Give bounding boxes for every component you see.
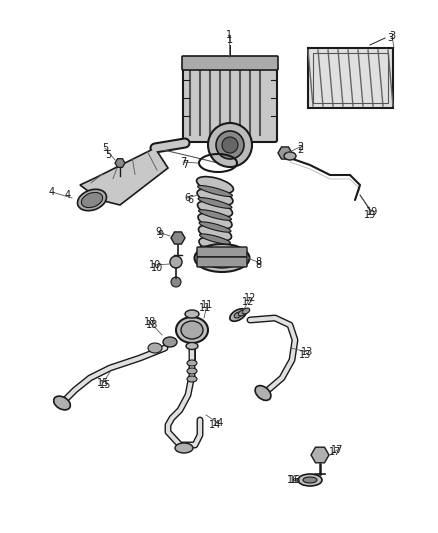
Text: 6: 6	[187, 195, 193, 205]
FancyBboxPatch shape	[182, 56, 278, 70]
Ellipse shape	[163, 337, 177, 347]
Ellipse shape	[234, 312, 242, 318]
Ellipse shape	[197, 189, 233, 205]
Text: 8: 8	[255, 260, 261, 270]
Text: 3: 3	[389, 31, 395, 41]
Ellipse shape	[200, 234, 230, 244]
Text: 1: 1	[227, 35, 233, 45]
Text: 11: 11	[201, 300, 213, 310]
Ellipse shape	[199, 237, 231, 253]
Ellipse shape	[230, 309, 246, 321]
Polygon shape	[80, 148, 168, 205]
Polygon shape	[115, 159, 125, 167]
Ellipse shape	[81, 192, 102, 207]
Ellipse shape	[181, 321, 203, 339]
Text: 15: 15	[99, 380, 111, 390]
FancyBboxPatch shape	[183, 63, 277, 142]
Text: 4: 4	[49, 187, 55, 197]
Text: 13: 13	[299, 350, 311, 360]
Text: 4: 4	[65, 190, 71, 200]
Circle shape	[208, 123, 252, 167]
Text: 8: 8	[255, 257, 261, 267]
Text: 18: 18	[146, 320, 158, 330]
Text: 16: 16	[287, 475, 299, 485]
Ellipse shape	[242, 308, 250, 314]
Text: 13: 13	[301, 347, 313, 357]
Text: 2: 2	[297, 145, 303, 155]
Ellipse shape	[238, 310, 246, 316]
Ellipse shape	[176, 317, 208, 343]
Text: 5: 5	[102, 143, 108, 153]
Polygon shape	[171, 232, 185, 244]
Text: 18: 18	[144, 317, 156, 327]
Text: 2: 2	[297, 142, 303, 152]
Ellipse shape	[198, 201, 233, 217]
Text: 17: 17	[331, 445, 343, 455]
Ellipse shape	[284, 152, 296, 160]
Ellipse shape	[187, 360, 197, 366]
Ellipse shape	[175, 443, 193, 453]
Ellipse shape	[199, 249, 230, 265]
Text: 9: 9	[155, 227, 161, 237]
Ellipse shape	[198, 213, 232, 229]
Ellipse shape	[200, 246, 230, 256]
Text: 12: 12	[242, 297, 254, 307]
Text: 5: 5	[105, 150, 111, 160]
Circle shape	[222, 137, 238, 153]
Ellipse shape	[187, 376, 197, 382]
Text: 6: 6	[184, 193, 190, 203]
Text: 7: 7	[182, 160, 188, 170]
Ellipse shape	[199, 222, 231, 232]
Ellipse shape	[78, 189, 106, 211]
Text: 19: 19	[364, 210, 376, 220]
FancyBboxPatch shape	[197, 247, 247, 257]
Text: 3: 3	[387, 33, 393, 43]
Polygon shape	[278, 147, 292, 159]
Ellipse shape	[198, 209, 231, 220]
Ellipse shape	[185, 310, 199, 318]
Ellipse shape	[198, 185, 233, 197]
Text: 10: 10	[151, 263, 163, 273]
Text: 12: 12	[244, 293, 256, 303]
Ellipse shape	[148, 343, 162, 353]
Ellipse shape	[298, 474, 322, 486]
FancyBboxPatch shape	[308, 48, 393, 108]
Ellipse shape	[198, 198, 232, 208]
Circle shape	[171, 277, 181, 287]
Circle shape	[216, 131, 244, 159]
Text: 15: 15	[97, 378, 109, 388]
Ellipse shape	[255, 385, 271, 400]
Ellipse shape	[187, 368, 197, 374]
Ellipse shape	[198, 225, 232, 241]
Text: 17: 17	[329, 447, 341, 457]
Text: 9: 9	[157, 230, 163, 240]
FancyBboxPatch shape	[197, 257, 247, 267]
Text: 10: 10	[149, 260, 161, 270]
Text: 16: 16	[289, 475, 301, 485]
Text: 14: 14	[209, 420, 221, 430]
Text: 19: 19	[366, 207, 378, 217]
Polygon shape	[311, 447, 329, 463]
Text: 1: 1	[226, 30, 232, 40]
Ellipse shape	[202, 248, 242, 268]
Text: 11: 11	[199, 303, 211, 313]
Ellipse shape	[53, 396, 71, 410]
Ellipse shape	[303, 477, 317, 483]
Text: 7: 7	[180, 157, 186, 167]
Ellipse shape	[197, 176, 233, 193]
Ellipse shape	[186, 343, 198, 350]
Text: 14: 14	[212, 418, 224, 428]
Circle shape	[170, 256, 182, 268]
Ellipse shape	[194, 244, 250, 272]
